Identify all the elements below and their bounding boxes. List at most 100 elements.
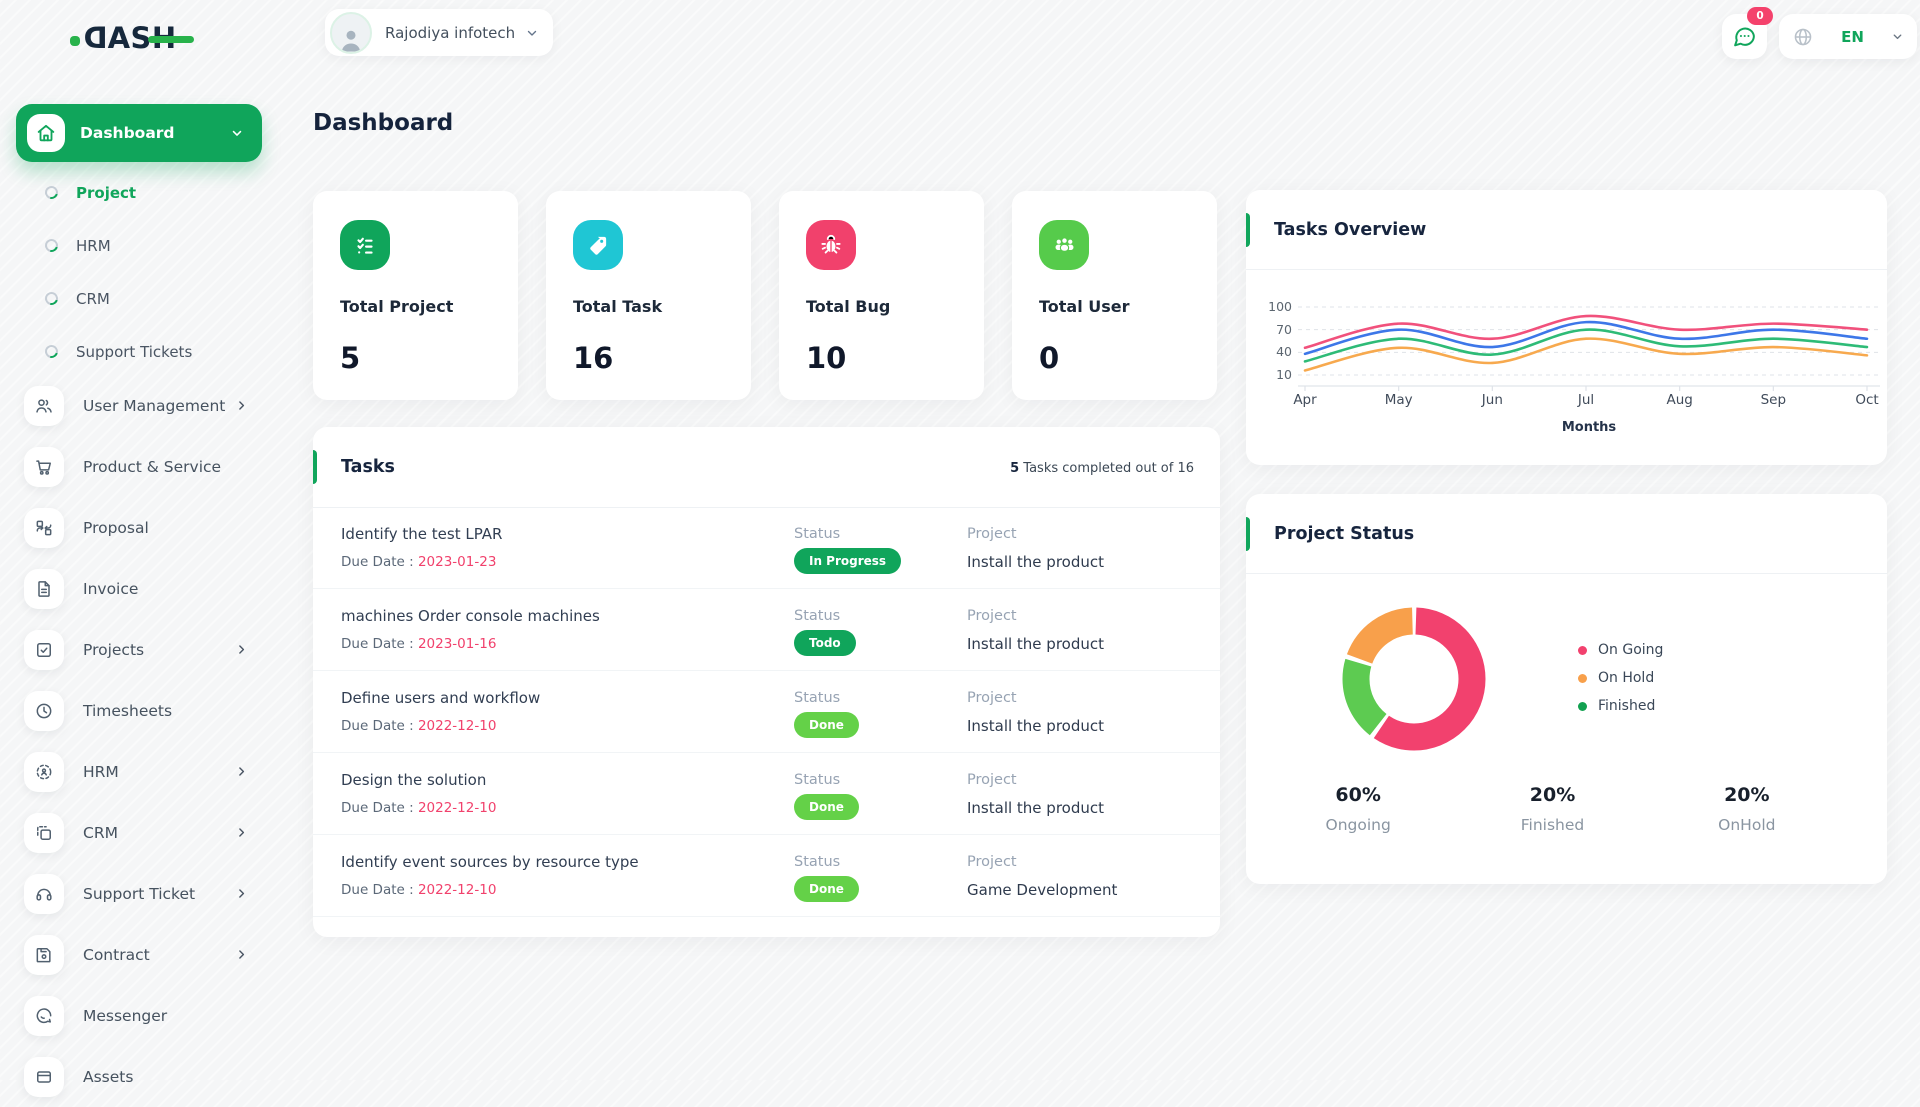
task-row: machines Order console machines Due Date … — [313, 589, 1220, 671]
globe-icon — [1792, 26, 1814, 48]
sidebar-item-dashboard[interactable]: Dashboard — [16, 104, 262, 162]
legend-dot — [1578, 701, 1587, 711]
task-row: Identify the test LPAR Due Date : 2023-01… — [313, 507, 1220, 589]
bullet-icon — [42, 342, 61, 361]
legend-dot — [1578, 645, 1587, 655]
sidebar-item-contract[interactable]: Contract — [0, 924, 280, 985]
sidebar-item-label: Messenger — [83, 1006, 168, 1025]
sidebar-item-projects[interactable]: Projects — [0, 619, 280, 680]
sidebar-item-label: Invoice — [83, 579, 139, 598]
status-stat-ongoing: 60% Ongoing — [1261, 784, 1455, 834]
logo-letter: A — [107, 20, 131, 55]
sidebar-item-proposal[interactable]: Proposal — [0, 497, 280, 558]
stat-value: 10 — [806, 341, 847, 375]
sidebar-item-user-management[interactable]: User Management — [0, 375, 280, 436]
tasks-card-header: Tasks 5 Tasks completed out of 16 — [313, 427, 1220, 508]
chevron-right-icon — [235, 826, 248, 839]
language-selector[interactable]: EN — [1779, 14, 1917, 59]
accent-bar — [313, 450, 317, 484]
stat-percent: 60% — [1335, 784, 1381, 806]
y-axis-tick: 100 — [1268, 299, 1292, 314]
status-badge: In Progress — [794, 548, 902, 574]
sidebar-subitem-hrm[interactable]: HRM — [0, 219, 280, 272]
task-row: Design the solution Due Date : 2022-12-10… — [313, 753, 1220, 835]
cart-icon — [24, 446, 64, 487]
chevron-right-icon — [235, 643, 248, 656]
legend-item-finished: Finished — [1578, 692, 1663, 720]
language-code: EN — [1841, 27, 1864, 46]
bug-icon — [806, 220, 856, 270]
legend-label: On Hold — [1598, 670, 1655, 686]
legend-item-on-hold: On Hold — [1578, 664, 1663, 692]
task-project: Install the product — [967, 553, 1104, 571]
sidebar-item-crm[interactable]: CRM — [0, 802, 280, 863]
status-label: Status — [794, 854, 841, 870]
logo-letter: D — [83, 20, 108, 55]
scan-icon — [24, 751, 64, 792]
accent-bar — [1246, 517, 1250, 551]
task-row: Define users and workflow Due Date : 2022… — [313, 671, 1220, 753]
check-square-icon — [24, 629, 64, 670]
chat-button[interactable]: 0 — [1722, 7, 1773, 59]
sidebar-item-messenger[interactable]: Messenger — [0, 985, 280, 1046]
sidebar-item-label: Proposal — [83, 518, 149, 537]
logo-letter: H — [147, 23, 194, 53]
x-axis-tick: Sep — [1760, 392, 1787, 408]
workspace-selector[interactable]: Rajodiya infotech — [325, 9, 554, 56]
chevron-down-icon — [525, 26, 539, 40]
task-name: machines Order console machines — [341, 607, 600, 625]
project-label: Project — [967, 526, 1017, 542]
task-name: Design the solution — [341, 771, 487, 789]
task-due-date: Due Date : 2023-01-16 — [341, 636, 497, 652]
stat-card-total-project: Total Project 5 — [313, 191, 518, 400]
tasks-summary: 5 Tasks completed out of 16 — [1010, 461, 1194, 476]
task-project: Install the product — [967, 799, 1104, 817]
save-icon — [24, 934, 64, 975]
page-title: Dashboard — [313, 110, 454, 136]
status-label: Status — [794, 608, 841, 624]
sidebar-item-hrm[interactable]: HRM — [0, 741, 280, 802]
y-axis-tick: 10 — [1276, 367, 1292, 382]
sidebar-item-assets[interactable]: Assets — [0, 1046, 280, 1107]
chat-badge: 0 — [1747, 7, 1773, 25]
bullet-icon — [42, 183, 61, 202]
x-axis-tick: Apr — [1293, 392, 1317, 408]
sidebar-item-invoice[interactable]: Invoice — [0, 558, 280, 619]
sidebar-item-timesheets[interactable]: Timesheets — [0, 680, 280, 741]
stat-value: 16 — [573, 341, 614, 375]
sidebar-subitem-label: CRM — [76, 289, 110, 308]
avatar — [330, 11, 372, 54]
bullet-icon — [42, 289, 61, 308]
y-axis-tick: 40 — [1276, 344, 1292, 360]
proposal-icon — [24, 507, 64, 548]
clock-icon — [24, 690, 64, 731]
task-due-date: Due Date : 2022-12-10 — [341, 882, 497, 898]
tag-icon — [573, 220, 623, 270]
series-blue — [1303, 320, 1869, 356]
sidebar-subitem-project[interactable]: Project — [0, 166, 280, 219]
status-badge: Todo — [794, 630, 856, 656]
sidebar: DASH Dashboard Project HRM CRM Support Tick… — [0, 0, 280, 1097]
stat-caption: OnHold — [1718, 816, 1776, 834]
sidebar-item-label: Support Ticket — [83, 884, 196, 903]
sidebar-item-product-service[interactable]: Product & Service — [0, 436, 280, 497]
stat-card-total-task: Total Task 16 — [546, 191, 751, 400]
sidebar-subitem-support-tickets[interactable]: Support Tickets — [0, 325, 280, 378]
sidebar-item-support-ticket[interactable]: Support Ticket — [0, 863, 280, 924]
logo-dot — [70, 36, 80, 46]
workspace-name: Rajodiya infotech — [385, 23, 516, 42]
sidebar-item-label: Contract — [83, 945, 150, 964]
stat-card-total-user: Total User 0 — [1012, 191, 1217, 400]
overview-title: Tasks Overview — [1274, 220, 1427, 240]
users-icon — [24, 385, 64, 426]
tasks-title: Tasks — [341, 457, 395, 477]
task-project: Install the product — [967, 717, 1104, 735]
asset-icon — [24, 1056, 64, 1097]
logo[interactable]: DASH — [70, 18, 194, 58]
invoice-icon — [24, 568, 64, 609]
legend-dot — [1578, 673, 1587, 683]
stat-caption: Ongoing — [1325, 816, 1391, 834]
sidebar-subitem-crm[interactable]: CRM — [0, 272, 280, 325]
users-group-icon — [1039, 220, 1089, 270]
chevron-right-icon — [235, 948, 248, 961]
